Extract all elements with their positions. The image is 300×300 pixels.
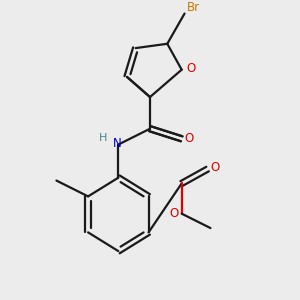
Text: O: O bbox=[184, 132, 194, 145]
Text: O: O bbox=[210, 161, 219, 174]
Text: O: O bbox=[186, 62, 196, 75]
Text: N: N bbox=[112, 137, 121, 151]
Text: H: H bbox=[99, 133, 107, 143]
Text: Br: Br bbox=[187, 1, 200, 14]
Text: O: O bbox=[169, 207, 178, 220]
